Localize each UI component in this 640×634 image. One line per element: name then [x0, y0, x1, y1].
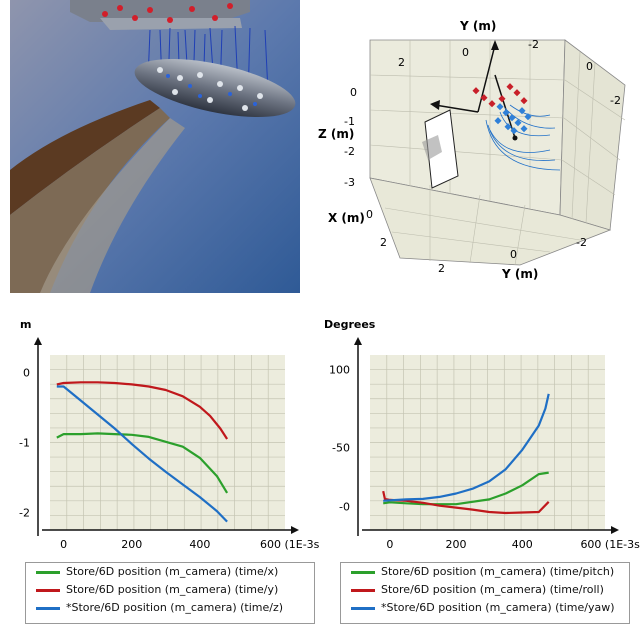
legend-label: Store/6D position (m_camera) (time/pitch… — [381, 565, 615, 578]
legend-label: *Store/6D position (m_camera) (time/yaw) — [381, 601, 615, 614]
legend-label: Store/6D position (m_camera) (time/y) — [66, 583, 279, 596]
series-line — [383, 393, 550, 502]
axis-y-title: Y (m) — [459, 19, 496, 33]
right-tick: -2 — [610, 94, 621, 107]
legend-swatch — [36, 589, 60, 592]
y-tick-label: -50 — [332, 441, 350, 454]
z-tick: -3 — [344, 176, 355, 189]
legend-label: Store/6D position (m_camera) (time/x) — [66, 565, 279, 578]
y-axis-label: m — [20, 318, 31, 331]
axis-y-bottom-title: Y (m) — [501, 267, 538, 281]
x-tick: 2 — [380, 236, 387, 249]
position-legend: Store/6D position (m_camera) (time/x) Sto… — [25, 562, 315, 624]
top-tick: -2 — [528, 38, 539, 51]
top-tick: 2 — [398, 56, 405, 69]
bottom-tick: 2 — [438, 262, 445, 275]
series-line — [56, 381, 229, 440]
angle-chart-svg: Degrees 100 -50 -0 0 200 400 600 (1E-3s) — [324, 318, 640, 551]
legend-swatch — [351, 571, 375, 574]
axis-x-title: X (m) — [328, 211, 365, 225]
right-tick: 0 — [586, 60, 593, 73]
y-tick-label: -1 — [19, 437, 30, 450]
z-tick: -2 — [344, 145, 355, 158]
x-tick-label: 0 — [60, 538, 67, 550]
y-tick-label: 0 — [23, 367, 30, 380]
legend-label: Store/6D position (m_camera) (time/roll) — [381, 583, 604, 596]
angle-legend: Store/6D position (m_camera) (time/pitch… — [340, 562, 630, 624]
legend-entry: *Store/6D position (m_camera) (time/yaw) — [341, 599, 629, 617]
series-line — [56, 385, 228, 523]
x-tick-label: 0 — [386, 538, 393, 550]
legend-swatch — [351, 589, 375, 592]
y-tick-label: -2 — [19, 507, 30, 520]
legend-entry: *Store/6D position (m_camera) (time/z) — [26, 599, 314, 617]
y-axis-label: Degrees — [324, 318, 376, 331]
axis-z-title: Z (m) — [318, 127, 354, 141]
legend-entry: Store/6D position (m_camera) (time/pitch… — [341, 563, 629, 581]
legend-entry: Store/6D position (m_camera) (time/roll) — [341, 581, 629, 599]
x-axis-label: 600 (1E-3s) — [260, 538, 320, 550]
legend-swatch — [351, 607, 375, 610]
legend-entry: Store/6D position (m_camera) (time/y) — [26, 581, 314, 599]
z-tick: -1 — [344, 115, 355, 128]
x-axis-arrow-icon — [291, 526, 299, 534]
x-tick: 0 — [366, 208, 373, 221]
position-chart: m 0 -1 -2 0 200 400 600 (1E-3s) — [0, 310, 324, 551]
aircraft-store-photo — [10, 0, 300, 293]
legend-swatch — [36, 607, 60, 610]
top-tick: 0 — [462, 46, 469, 59]
z-tick: 0 — [350, 86, 357, 99]
trajectory-3d-view: Y (m) Z (m) X (m) Y (m) 0 -1 -2 -3 2 0 -… — [310, 0, 640, 293]
y-tick-label: 100 — [329, 364, 350, 377]
bottom-tick: 0 — [510, 248, 517, 261]
x-axis-label: 600 (1E-3s) — [580, 538, 640, 550]
x-axis-arrow-icon — [611, 526, 619, 534]
y-axis-arrow-icon — [34, 337, 42, 345]
bottom-tick: -2 — [576, 236, 587, 249]
x-tick-label: 200 — [121, 538, 142, 550]
legend-entry: Store/6D position (m_camera) (time/x) — [26, 563, 314, 581]
legend-label: *Store/6D position (m_camera) (time/z) — [66, 601, 284, 614]
position-chart-svg: m 0 -1 -2 0 200 400 600 (1E-3s) — [19, 318, 324, 551]
x-tick-label: 400 — [512, 538, 533, 550]
legend-swatch — [36, 571, 60, 574]
angle-chart: Degrees 100 -50 -0 0 200 400 600 (1E-3s) — [320, 310, 640, 551]
x-tick-label: 400 — [189, 538, 210, 550]
x-tick-label: 200 — [446, 538, 467, 550]
y-axis-arrow-icon — [354, 337, 362, 345]
y-tick-label: -0 — [339, 501, 350, 514]
series-line — [56, 432, 229, 494]
series-line — [383, 471, 549, 506]
